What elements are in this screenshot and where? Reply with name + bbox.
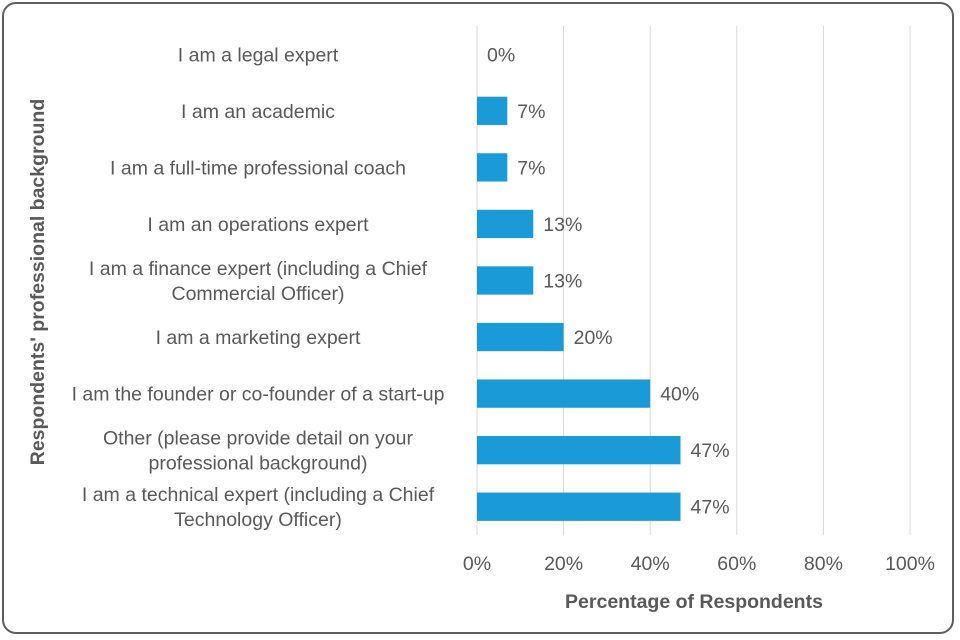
value-label: 40%	[660, 384, 699, 406]
x-tick-label: 100%	[885, 553, 935, 575]
x-tick-label: 40%	[631, 553, 670, 575]
value-label: 20%	[574, 327, 613, 349]
bar	[477, 322, 564, 352]
y-axis-title: Respondents' professional background	[27, 99, 49, 466]
x-tick-label: 0%	[463, 553, 491, 575]
value-label: 0%	[487, 44, 515, 66]
bar	[477, 379, 651, 408]
category-labels: I am a legal expert I am an academic I am …	[72, 44, 445, 531]
x-tick-label: 20%	[544, 553, 583, 575]
x-tick-label: 80%	[804, 553, 843, 575]
category-label: I am a legal expert	[178, 44, 339, 66]
value-label: 7%	[517, 157, 545, 179]
x-tick-label: 60%	[717, 553, 756, 575]
value-label: 13%	[543, 214, 582, 236]
bar	[477, 266, 534, 295]
category-label: I am a full-time professional coach	[110, 157, 406, 179]
value-label: 7%	[517, 101, 545, 123]
category-label: Other (please provide detail on your prof…	[103, 428, 414, 475]
category-label: I am the founder or co-founder of a star…	[72, 384, 445, 406]
category-label: I am a finance expert (including a Chief…	[89, 258, 428, 305]
x-axis-title: Percentage of Respondents	[565, 591, 823, 613]
value-label: 47%	[691, 440, 730, 462]
value-label: 47%	[691, 497, 730, 519]
bar	[477, 96, 508, 125]
bar	[477, 492, 681, 521]
bars	[477, 96, 681, 521]
value-labels: 0% 7% 7% 13% 13% 20% 40% 47% 47%	[487, 44, 730, 518]
bar	[477, 153, 508, 182]
category-label: I am a technical expert (including a Chi…	[82, 484, 435, 531]
x-tick-labels: 0% 20% 40% 60% 80% 100%	[463, 553, 935, 575]
category-label: I am an academic	[181, 101, 335, 123]
value-label: 13%	[543, 271, 582, 293]
category-label: I am an operations expert	[147, 214, 369, 236]
category-label: I am a marketing expert	[156, 327, 361, 349]
bar	[477, 209, 534, 239]
bar	[477, 436, 681, 465]
